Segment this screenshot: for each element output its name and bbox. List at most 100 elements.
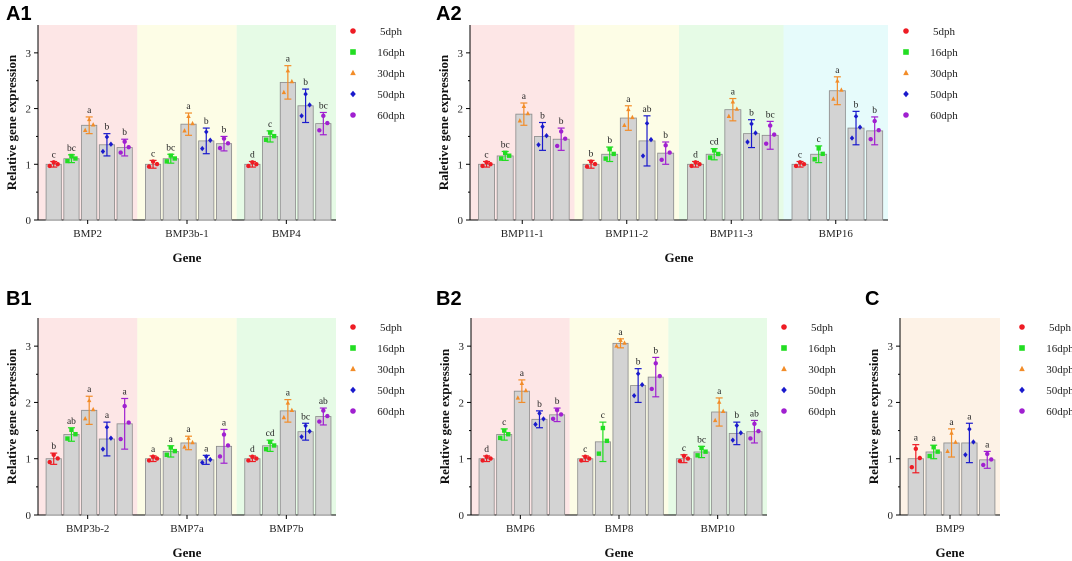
data-point [587,456,592,461]
data-point [667,150,672,155]
legend-label: 5dph [933,26,956,38]
data-point [554,407,560,413]
data-point [118,436,123,442]
data-point [204,129,209,135]
x-axis-title: Gene [665,250,694,265]
bar [675,458,692,516]
data-point [767,123,773,128]
data-point [618,337,623,342]
bar [116,147,133,221]
significance-label: d [484,445,489,455]
significance-label: c [682,444,686,454]
data-point [154,456,160,461]
data-point [502,428,507,433]
significance-label: c [502,418,506,428]
data-point [699,445,704,451]
significance-label: b [51,442,56,452]
panel-b1: 0123babaaaBMP3b-2aaaaaBMP7adcdabcabBMP7b… [4,288,405,560]
legend-label: 50dph [1046,385,1072,397]
significance-label: b [734,411,739,421]
data-point [108,435,114,441]
data-point [307,102,312,108]
data-point [126,420,131,425]
significance-label: a [618,328,623,338]
significance-label: a [949,418,954,428]
data-point [263,137,269,142]
data-point [876,127,881,133]
data-point [525,110,531,116]
data-point [225,443,231,448]
panel-label: B2 [436,288,462,310]
y-tick-label: 1 [888,454,894,466]
significance-label: a [932,434,937,444]
data-point [579,458,584,463]
y-tick-label: 0 [888,510,894,522]
significance-label: b [872,106,877,116]
data-point [208,137,213,143]
y-tick-label: 1 [26,454,32,466]
data-point [853,113,859,120]
data-point [730,99,736,104]
bar [601,153,619,221]
data-point [738,430,744,436]
bar [215,143,233,221]
data-point [204,453,209,460]
significance-label: b [540,112,545,122]
data-point [659,157,664,163]
data-point [506,153,512,158]
data-point [712,417,718,423]
significance-label: c [601,411,605,421]
x-tick-label: BMP16 [819,228,854,240]
legend-label: 30dph [808,364,836,376]
data-point [649,386,654,392]
significance-label: a [835,66,840,76]
data-point [600,425,606,431]
significance-label: b [105,123,110,133]
data-point [820,151,825,157]
data-point [118,150,123,155]
data-point [281,414,287,420]
y-axis-title: Raletive gene expression [436,54,451,190]
y-tick-label: 3 [26,341,32,353]
data-point [289,407,295,412]
data-point [317,128,322,133]
significance-label: b [636,358,641,368]
significance-label: ab [319,397,328,407]
legend-label: 60dph [808,406,836,418]
data-point [558,412,564,417]
x-tick-label: BMP2 [73,228,102,240]
bar [262,445,279,516]
data-point [611,151,616,157]
data-point [533,421,538,428]
bar [496,434,513,516]
data-point [217,145,223,151]
legend-marker [350,28,356,34]
significance-label: b [653,346,658,356]
data-point [271,443,277,448]
data-point [523,387,529,393]
data-point [653,361,658,366]
data-point [857,124,863,130]
bar [145,458,162,516]
data-point [221,432,227,437]
x-tick-label: BMP8 [605,523,634,535]
data-point [65,436,70,441]
significance-label: c [151,149,155,159]
panel-label: C [865,288,879,310]
data-point [55,456,60,461]
panel-c: 0 1 2 3 a a a a a BMP9 Gene Relative gene expressio… [865,288,1072,560]
data-point [707,155,713,160]
data-point [502,150,508,156]
bar [297,431,314,516]
legend-label: 30dph [377,68,405,80]
data-point [186,113,191,119]
legend-label: 16dph [377,343,405,355]
legend-label: 16dph [1046,343,1072,355]
panel-label: A2 [436,3,462,25]
significance-label: b [204,117,209,127]
data-point [963,452,968,458]
data-point [250,160,255,165]
x-axis-title: Gene [936,545,965,560]
significance-label: c [583,445,587,455]
significance-label: c [52,151,56,161]
